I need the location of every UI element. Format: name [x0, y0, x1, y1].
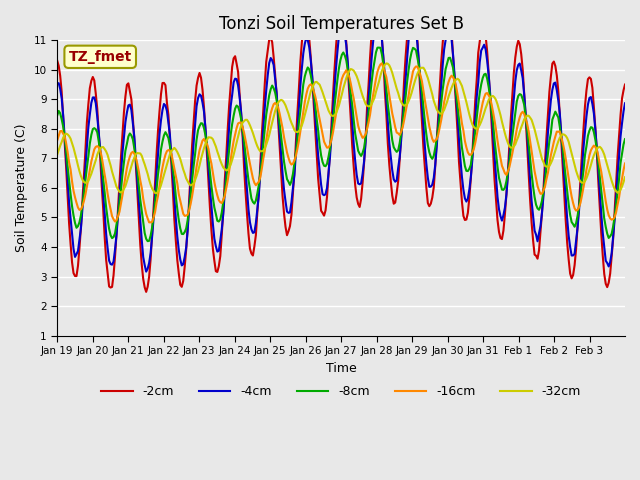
-32cm	[545, 163, 553, 169]
X-axis label: Time: Time	[326, 361, 356, 374]
-16cm	[145, 219, 153, 225]
-4cm	[90, 95, 98, 100]
Line: -16cm: -16cm	[57, 63, 625, 222]
-16cm	[545, 161, 553, 167]
-4cm	[142, 269, 150, 275]
-2cm	[620, 87, 627, 93]
-32cm	[153, 191, 161, 196]
-8cm	[90, 125, 98, 131]
-2cm	[53, 58, 61, 63]
-8cm	[375, 45, 383, 50]
-8cm	[144, 238, 152, 244]
-4cm	[347, 100, 355, 106]
-32cm	[621, 174, 629, 180]
-32cm	[53, 152, 61, 157]
-2cm	[73, 273, 81, 279]
-2cm	[142, 289, 150, 295]
Line: -32cm: -32cm	[57, 63, 625, 193]
-4cm	[374, 13, 381, 19]
-8cm	[545, 138, 553, 144]
-16cm	[73, 200, 81, 205]
-4cm	[545, 113, 553, 119]
-2cm	[461, 217, 468, 223]
-16cm	[90, 146, 98, 152]
-4cm	[620, 108, 627, 114]
-2cm	[90, 78, 98, 84]
-32cm	[347, 66, 355, 72]
Y-axis label: Soil Temperature (C): Soil Temperature (C)	[15, 124, 28, 252]
Title: Tonzi Soil Temperatures Set B: Tonzi Soil Temperatures Set B	[219, 15, 463, 33]
-16cm	[461, 138, 468, 144]
-32cm	[90, 162, 98, 168]
-8cm	[53, 112, 61, 118]
-16cm	[378, 60, 386, 66]
-2cm	[621, 82, 629, 87]
-32cm	[461, 94, 468, 99]
-2cm	[347, 116, 355, 121]
Line: -8cm: -8cm	[57, 48, 625, 241]
-16cm	[53, 138, 61, 144]
-8cm	[461, 163, 468, 169]
-4cm	[53, 81, 61, 87]
-32cm	[73, 156, 81, 162]
-16cm	[621, 161, 629, 167]
Line: -2cm: -2cm	[57, 0, 625, 292]
Legend: -2cm, -4cm, -8cm, -16cm, -32cm: -2cm, -4cm, -8cm, -16cm, -32cm	[96, 380, 586, 403]
-8cm	[73, 225, 81, 231]
-4cm	[461, 195, 468, 201]
-32cm	[620, 179, 627, 185]
-8cm	[347, 91, 355, 97]
Text: TZ_fmet: TZ_fmet	[68, 50, 132, 64]
-4cm	[621, 100, 629, 106]
-16cm	[620, 167, 627, 173]
-32cm	[383, 60, 390, 66]
-8cm	[621, 136, 629, 142]
-4cm	[73, 251, 81, 257]
-8cm	[620, 142, 627, 147]
-16cm	[347, 81, 355, 86]
-2cm	[545, 89, 553, 95]
Line: -4cm: -4cm	[57, 16, 625, 272]
